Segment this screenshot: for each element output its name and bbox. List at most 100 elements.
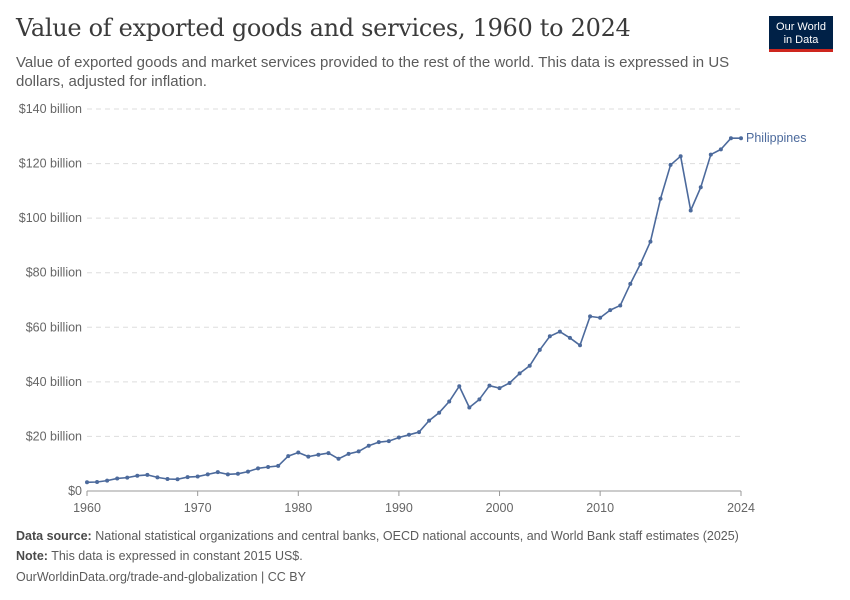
x-axis: 1960 1970 1980 1990 2000 2010 2024: [73, 490, 755, 515]
data-point: [427, 418, 432, 423]
data-point: [376, 440, 381, 445]
data-point: [396, 435, 401, 440]
data-point: [698, 185, 703, 190]
y-tick-label: $100 billion: [19, 211, 82, 225]
y-tick-label: $80 billion: [26, 266, 82, 280]
data-point: [165, 476, 170, 481]
data-point: [628, 281, 633, 286]
data-point: [537, 347, 542, 352]
note-line: Note: This data is expressed in constant…: [16, 549, 303, 563]
data-point: [256, 466, 261, 471]
source-text: National statistical organizations and c…: [95, 529, 739, 543]
series-line-philippines: [86, 137, 741, 484]
data-point: [638, 261, 643, 266]
data-point: [406, 432, 411, 437]
x-tick-label: 1980: [284, 501, 312, 515]
data-point: [567, 335, 572, 340]
data-source-line: Data source: National statistical organi…: [16, 529, 739, 543]
data-point: [336, 456, 341, 461]
data-point: [276, 463, 281, 468]
x-tick-label: 1960: [73, 501, 101, 515]
data-point: [688, 208, 693, 213]
data-point: [658, 196, 663, 201]
data-point: [437, 410, 442, 415]
data-point: [467, 405, 472, 410]
data-point: [115, 476, 120, 481]
x-tick-label: 1970: [184, 501, 212, 515]
data-point: [326, 451, 331, 456]
data-point: [507, 380, 512, 385]
chart-title: Value of exported goods and services, 19…: [16, 14, 631, 42]
data-point: [215, 470, 220, 475]
data-point: [457, 384, 462, 389]
y-tick-label: $20 billion: [26, 429, 82, 443]
data-point: [245, 469, 250, 474]
data-point: [417, 430, 422, 435]
series-label: Philippines: [746, 131, 806, 145]
data-point: [728, 136, 733, 141]
data-point: [447, 399, 452, 404]
data-point: [668, 162, 673, 167]
data-point: [195, 474, 200, 479]
data-point: [85, 480, 89, 485]
data-point: [678, 154, 683, 159]
data-point: [487, 383, 492, 388]
source-url-link[interactable]: OurWorldinData.org/trade-and-globalizati…: [16, 570, 306, 584]
data-point: [366, 443, 371, 448]
x-tick-label: 1990: [385, 501, 413, 515]
x-tick-label: 2024: [727, 501, 755, 515]
note-label: Note:: [16, 549, 48, 563]
data-point: [517, 371, 522, 376]
data-point: [578, 343, 583, 348]
data-point: [386, 439, 391, 444]
x-tick-label: 2000: [486, 501, 514, 515]
series-group: Philippines: [85, 131, 806, 485]
data-point: [477, 397, 482, 402]
data-point: [175, 477, 180, 482]
data-point: [145, 472, 150, 477]
chart-subtitle: Value of exported goods and market servi…: [16, 54, 730, 90]
data-point: [497, 386, 502, 391]
owid-logo[interactable]: Our World in Data: [769, 16, 833, 52]
data-point: [125, 475, 130, 480]
data-point: [608, 308, 613, 313]
logo-line-1: Our World: [776, 21, 826, 33]
y-tick-label: $40 billion: [26, 375, 82, 389]
data-point: [547, 334, 552, 339]
data-point: [356, 449, 361, 454]
data-point: [135, 473, 140, 478]
data-point: [225, 472, 230, 477]
data-point: [235, 471, 240, 476]
y-tick-label: $0: [68, 484, 82, 498]
data-point: [286, 454, 291, 459]
y-tick-label: $120 billion: [19, 157, 82, 171]
data-point: [708, 152, 713, 157]
data-point: [306, 454, 311, 459]
data-point: [105, 478, 110, 483]
data-point: [618, 303, 623, 308]
data-point: [648, 239, 653, 244]
data-point: [205, 472, 210, 477]
data-point: [346, 451, 351, 456]
data-point: [588, 314, 593, 319]
data-point: [598, 315, 603, 320]
note-text: This data is expressed in constant 2015 …: [51, 549, 303, 563]
data-point: [557, 329, 562, 334]
grid-lines: [87, 108, 741, 437]
data-point: [718, 147, 723, 152]
data-point: [739, 136, 743, 141]
data-point: [155, 475, 160, 480]
source-label: Data source:: [16, 529, 92, 543]
x-tick-label: 2010: [586, 501, 614, 515]
y-axis-labels: $0 $20 billion $40 billion $60 billion $80 b…: [19, 102, 82, 498]
data-point: [95, 479, 100, 484]
data-point: [266, 464, 271, 469]
data-point: [316, 452, 321, 457]
data-point: [185, 475, 190, 480]
data-point: [296, 450, 301, 455]
y-tick-label: $60 billion: [26, 320, 82, 334]
data-point: [527, 363, 532, 368]
y-tick-label: $140 billion: [19, 102, 82, 116]
logo-line-2: in Data: [783, 34, 819, 46]
